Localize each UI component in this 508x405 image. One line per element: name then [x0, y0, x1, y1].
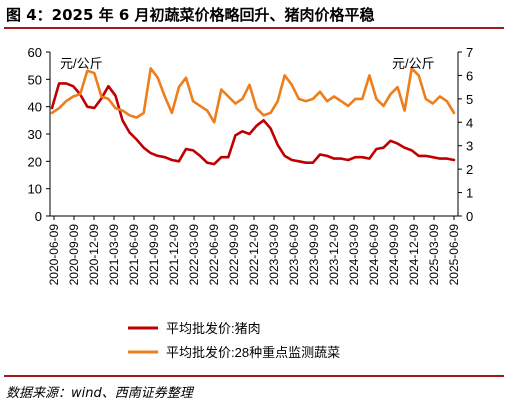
line-chart: 0 10 20 30 40 50 60 0 1 2 3 4 5 6 7 2020-06-09 2020-09… — [28, 45, 474, 360]
right-y-tick-label: 6 — [466, 68, 473, 83]
x-tick-label: 2020-06-09 — [47, 224, 61, 286]
source-divider — [4, 375, 504, 377]
x-tick-label: 2021-12-09 — [167, 224, 181, 286]
source-note: 数据来源：wind、西南证券整理 — [6, 386, 193, 401]
left-y-tick-label: 20 — [28, 154, 42, 169]
series-line-pork — [50, 82, 456, 166]
title-divider — [4, 27, 504, 29]
x-tick-label: 2020-09-09 — [67, 224, 81, 286]
left-y-tick-label: 0 — [35, 209, 42, 224]
right-axis-unit-label: 元/公斤 — [392, 56, 435, 71]
left-y-tick-label: 40 — [28, 100, 42, 115]
right-y-tick-label: 4 — [466, 115, 473, 130]
legend: 平均批发价:猪肉 平均批发价:28种重点监测蔬菜 — [128, 321, 340, 360]
x-tick-label: 2022-03-09 — [187, 224, 201, 286]
left-y-tick-label: 10 — [28, 182, 42, 197]
x-tick-label: 2020-12-09 — [87, 224, 101, 286]
legend-label-vegetables: 平均批发价:28种重点监测蔬菜 — [166, 345, 340, 360]
x-tick-label: 2023-12-09 — [327, 224, 341, 286]
x-tick-label: 2024-06-09 — [367, 224, 381, 286]
x-tick-label: 2024-12-09 — [407, 224, 421, 286]
x-tick-label: 2022-12-09 — [247, 224, 261, 286]
left-y-tick-label: 30 — [28, 127, 42, 142]
left-y-tick-label: 50 — [28, 72, 42, 87]
x-tick-label: 2023-09-09 — [307, 224, 321, 286]
right-y-tick-label: 0 — [466, 209, 473, 224]
x-tick-label: 2021-03-09 — [107, 224, 121, 286]
legend-label-pork: 平均批发价:猪肉 — [166, 321, 261, 336]
right-y-tick-label: 5 — [466, 92, 473, 107]
x-tick-label: 2021-06-09 — [127, 224, 141, 286]
x-tick-label: 2023-03-09 — [267, 224, 281, 286]
right-y-tick-label: 7 — [466, 45, 473, 60]
right-y-tick-label: 1 — [466, 186, 473, 201]
left-y-tick-label: 60 — [28, 45, 42, 60]
x-tick-label: 2022-06-09 — [207, 224, 221, 286]
x-tick-label: 2022-09-09 — [227, 224, 241, 286]
left-axis-unit-label: 元/公斤 — [60, 56, 103, 71]
chart-title: 图 4：2025 年 6 月初蔬菜价格略回升、猪肉价格平稳 — [6, 6, 375, 24]
x-tick-label: 2024-03-09 — [347, 224, 361, 286]
series-line-vegetables — [50, 67, 456, 124]
x-tick-label: 2023-06-09 — [287, 224, 301, 286]
x-tick-label: 2021-09-09 — [147, 224, 161, 286]
x-tick-label: 2025-06-09 — [447, 224, 461, 286]
right-y-tick-label: 2 — [466, 162, 473, 177]
x-tick-label: 2025-03-09 — [427, 224, 441, 286]
chart-area: 0 10 20 30 40 50 60 0 1 2 3 4 5 6 7 2020-06-09 2020-09… — [0, 30, 508, 370]
x-tick-label: 2024-09-09 — [387, 224, 401, 286]
right-y-tick-label: 3 — [466, 139, 473, 154]
